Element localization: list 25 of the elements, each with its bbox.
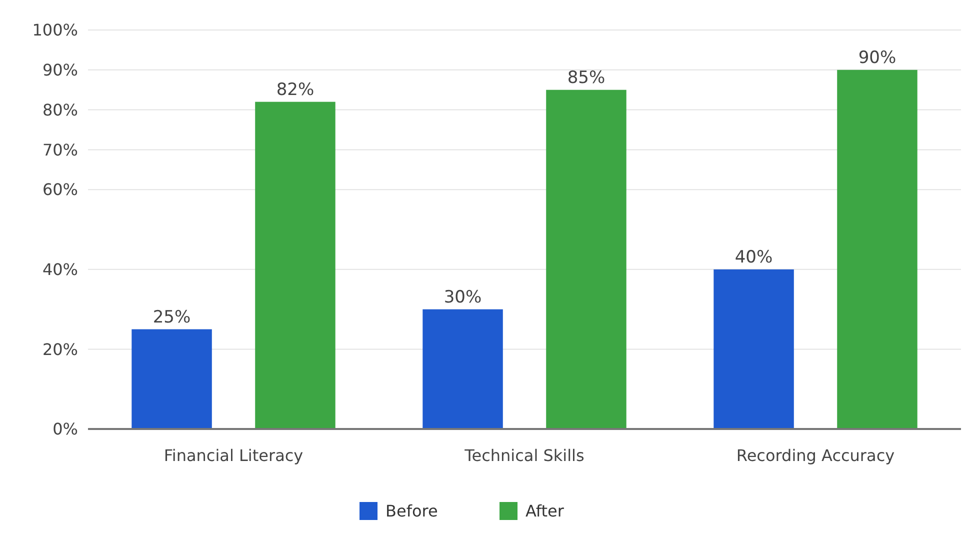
text: 85% [567,68,606,88]
x-tick-label: Financial Literacy [164,446,304,465]
y-tick-label: 0% [52,420,78,439]
legend-label: Before [386,502,438,521]
y-tick-label: 90% [42,60,78,80]
text: 90% [858,48,896,68]
text: 82% [276,80,314,100]
text: 40% [734,247,773,268]
y-tick-label: 20% [42,340,78,359]
y-tick-label: 70% [42,140,78,160]
bar [422,309,503,429]
y-tick-label: 40% [42,260,78,279]
bar [546,90,626,429]
text: 30% [444,287,482,308]
text: 25% [152,307,191,328]
legend-label: After [526,502,564,521]
x-tick-label: Recording Accuracy [736,446,895,465]
bar [255,102,336,429]
bar [132,329,212,429]
bar [837,70,918,429]
y-tick-label: 100% [32,20,78,40]
y-tick-label: 60% [42,180,78,200]
y-tick-label: 80% [42,100,78,120]
x-tick-label: Technical Skills [464,446,584,465]
bar [714,269,794,429]
